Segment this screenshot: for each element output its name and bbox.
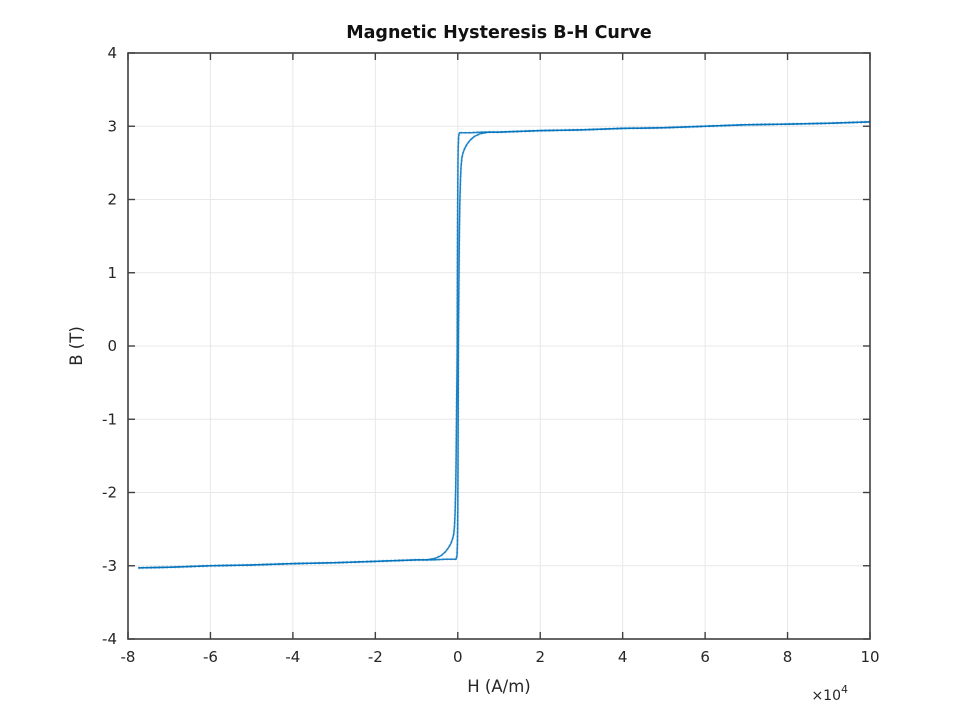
- x-axis-label: H (A/m): [467, 677, 530, 696]
- y-tick-label: -2: [102, 484, 117, 502]
- x-axis-offset-label: ×104: [811, 683, 848, 704]
- x-tick-label: -2: [368, 648, 383, 666]
- x-tick-label: 8: [783, 648, 793, 666]
- x-tick-label: 4: [618, 648, 628, 666]
- y-axis-label: B (T): [67, 326, 86, 366]
- x-tick-label: 6: [700, 648, 710, 666]
- hysteresis-curve-descending-branch: [138, 121, 871, 569]
- hysteresis-curves: [138, 120, 871, 570]
- tick-marks: [127, 52, 871, 640]
- x-tick-label: 10: [860, 648, 879, 666]
- x-tick-label: -6: [203, 648, 218, 666]
- y-tick-label: 2: [107, 191, 117, 209]
- y-tick-label: 1: [107, 264, 117, 282]
- x-tick-label: 2: [535, 648, 545, 666]
- x-tick-label: 0: [453, 648, 463, 666]
- y-tick-label: -3: [102, 557, 117, 575]
- x-tick-label: -4: [285, 648, 300, 666]
- chart-title: Magnetic Hysteresis B-H Curve: [346, 23, 652, 43]
- y-tick-label: -1: [102, 410, 117, 428]
- offset-exponent: 4: [841, 683, 848, 696]
- tick-labels: -8 -6 -4 -2 0 2 4 6 8 10 -4 -3 -2 -1 0 1 2 3 4: [102, 44, 880, 666]
- offset-base: ×10: [811, 688, 841, 704]
- y-tick-label: 0: [107, 337, 117, 355]
- x-tick-label: -8: [121, 648, 136, 666]
- y-tick-label: -4: [102, 630, 117, 648]
- y-tick-label: 3: [107, 117, 117, 135]
- y-tick-label: 4: [107, 44, 117, 62]
